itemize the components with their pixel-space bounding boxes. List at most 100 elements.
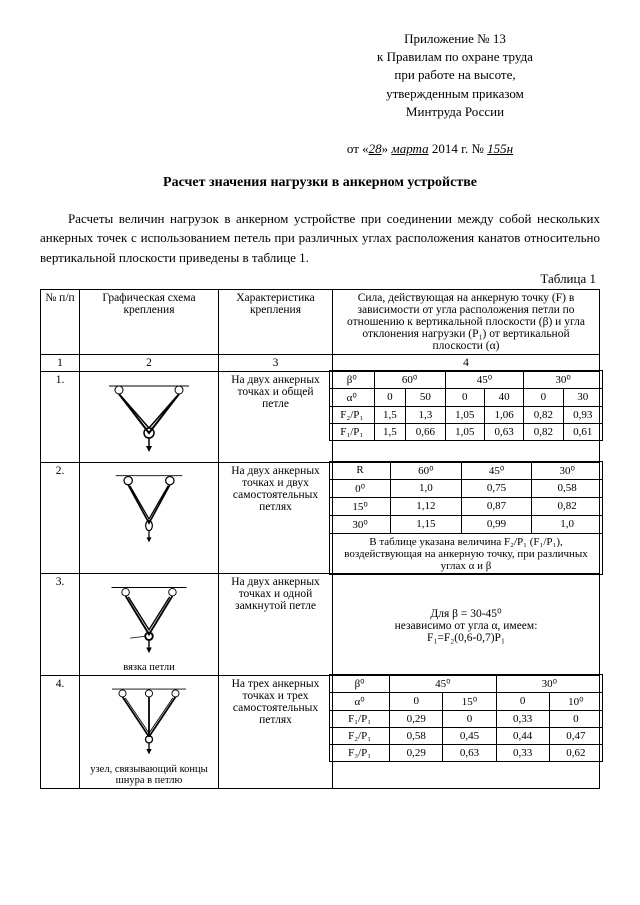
date-prefix: от « <box>347 141 369 156</box>
cell: 30⁰ <box>532 462 603 480</box>
cell: 1,0 <box>391 480 462 498</box>
cell: 30⁰ <box>330 516 391 534</box>
header-line: Минтруда России <box>310 103 600 121</box>
data-cell: R60⁰45⁰30⁰ 0⁰1,00,750,58 15⁰1,120,870,82… <box>333 463 600 574</box>
intro-paragraph: Расчеты величин нагрузок в анкерном устр… <box>40 209 600 268</box>
diagram-cell <box>80 463 219 574</box>
cell: 60⁰ <box>374 371 445 389</box>
cell: F₁/P₁ <box>330 711 390 728</box>
cell: 45⁰ <box>445 371 524 389</box>
header-block: Приложение № 13 к Правилам по охране тру… <box>310 30 600 121</box>
cell: 0,58 <box>390 728 443 745</box>
cell: 30⁰ <box>496 675 602 693</box>
cell: 0 <box>549 711 602 728</box>
col-char: Характеристика крепления <box>219 290 333 355</box>
cell: F₂/P₁ <box>330 728 390 745</box>
cell: 0,82 <box>532 498 603 516</box>
header-line: Приложение № 13 <box>310 30 600 48</box>
cell: 0,82 <box>524 424 563 441</box>
cell: 1,5 <box>374 407 406 424</box>
diagram-cell <box>80 372 219 463</box>
col-idx: 1 <box>41 355 80 372</box>
cell: 0,82 <box>524 407 563 424</box>
cell: 0,66 <box>406 424 445 441</box>
col-idx: 4 <box>333 355 600 372</box>
cell: 0,45 <box>443 728 496 745</box>
anchor-diagram-icon <box>99 378 199 453</box>
cell: 0,33 <box>496 745 549 762</box>
cell: 60⁰ <box>391 462 462 480</box>
cell: 0,99 <box>461 516 532 534</box>
col-scheme: Графическая схема крепления <box>80 290 219 355</box>
col-idx: 3 <box>219 355 333 372</box>
cell: 0,62 <box>549 745 602 762</box>
cell: β⁰ <box>330 371 375 389</box>
cell: 0,29 <box>390 711 443 728</box>
cell: 50 <box>406 389 445 407</box>
data-cell: Для β = 30-45⁰ независимо от угла α, име… <box>333 574 600 676</box>
cell: β⁰ <box>330 675 390 693</box>
anchor-diagram-icon <box>99 580 199 655</box>
cell: 10⁰ <box>549 693 602 711</box>
date-num: 155н <box>487 141 513 156</box>
cell: 45⁰ <box>461 462 532 480</box>
header-line: при работе на высоте, <box>310 66 600 84</box>
cell: 1,3 <box>406 407 445 424</box>
diagram-cell: вязка петли <box>80 574 219 676</box>
cell: 1,05 <box>445 407 484 424</box>
cell: 0 <box>445 389 484 407</box>
char-cell: На трех анкерных точках и трех самостоят… <box>219 676 333 789</box>
col-num: № п/п <box>41 290 80 355</box>
cell: 0⁰ <box>330 480 391 498</box>
col-idx: 2 <box>80 355 219 372</box>
char-cell: На двух анкерных точках и общей петле <box>219 372 333 463</box>
cell: 0,63 <box>443 745 496 762</box>
anchor-diagram-icon <box>99 682 199 757</box>
cell: 40 <box>484 389 523 407</box>
cell: 1,0 <box>532 516 603 534</box>
cell: 1,12 <box>391 498 462 516</box>
cell: 0,58 <box>532 480 603 498</box>
header-line: к Правилам по охране труда <box>310 48 600 66</box>
cell: 30 <box>563 389 602 407</box>
cell: 0 <box>496 693 549 711</box>
row-num: 2. <box>41 463 80 574</box>
cell: 1,06 <box>484 407 523 424</box>
cell: 0 <box>390 693 443 711</box>
col-force: Сила, действующая на анкерную точку (F) … <box>333 290 600 355</box>
date-mid: » <box>382 141 392 156</box>
date-day: 28 <box>369 141 382 156</box>
cell: 1,05 <box>445 424 484 441</box>
row-num: 1. <box>41 372 80 463</box>
note: В таблице указана величина F₂/P₁ (F₁/P₁)… <box>330 534 603 575</box>
formula-line: Для β = 30-45⁰ <box>341 606 591 620</box>
date-line: от «28» марта 2014 г. № 155н <box>260 141 600 157</box>
date-month: марта <box>391 141 428 156</box>
cell: 30⁰ <box>524 371 603 389</box>
cell: 0,93 <box>563 407 602 424</box>
cell: 0 <box>374 389 406 407</box>
char-cell: На двух анкерных точках и двух самостоят… <box>219 463 333 574</box>
cell: 0,61 <box>563 424 602 441</box>
cell: 0 <box>443 711 496 728</box>
diagram-caption: вязка петли <box>84 662 214 673</box>
table-label: Таблица 1 <box>44 271 596 287</box>
page-title: Расчет значения нагрузки в анкерном устр… <box>40 175 600 191</box>
cell: 0,44 <box>496 728 549 745</box>
formula-line: F₁=F₂(0,6-0,7)P₁ <box>341 632 591 644</box>
cell: 45⁰ <box>390 675 496 693</box>
cell: F₂/P₁ <box>330 407 375 424</box>
cell: α⁰ <box>330 389 375 407</box>
char-cell: На двух анкерных точках и одной замкнуто… <box>219 574 333 676</box>
cell: 0,63 <box>484 424 523 441</box>
date-year: 2014 г. № <box>429 141 488 156</box>
data-cell: β⁰45⁰30⁰ α⁰015⁰010⁰ F₁/P₁0,2900,330 F₂/P… <box>333 676 600 789</box>
cell: F₁/P₁ <box>330 424 375 441</box>
cell: 1,15 <box>391 516 462 534</box>
cell: R <box>330 462 391 480</box>
cell: 0,29 <box>390 745 443 762</box>
cell: 0,33 <box>496 711 549 728</box>
formula-line: независимо от угла α, имеем: <box>341 620 591 632</box>
cell: F₃/P₁ <box>330 745 390 762</box>
cell: 0,87 <box>461 498 532 516</box>
